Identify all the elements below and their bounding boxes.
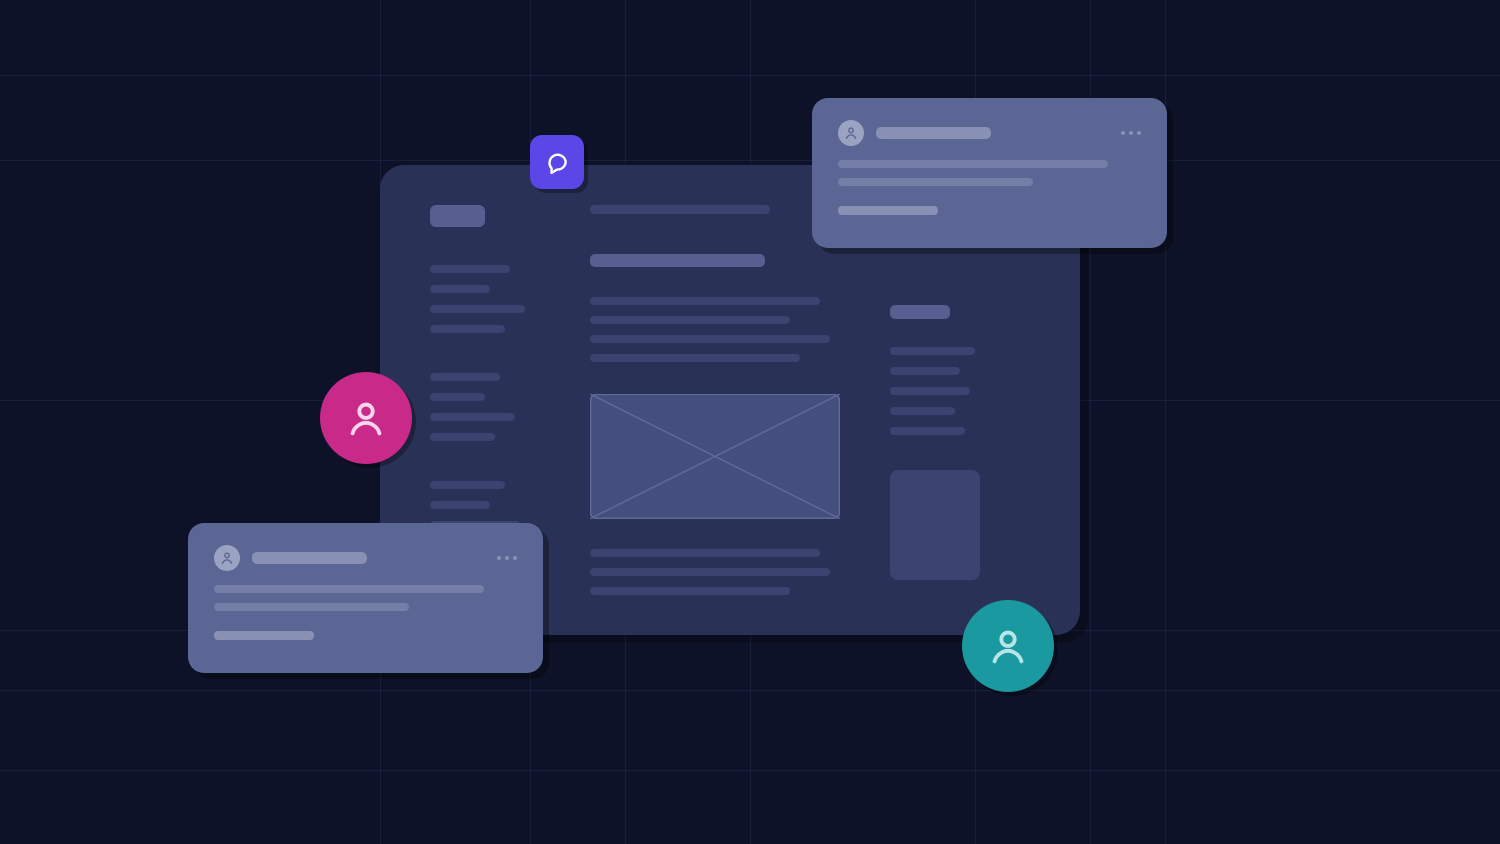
text-line [590, 568, 830, 576]
comment-line [838, 178, 1033, 186]
comment-line [838, 160, 1108, 168]
sidebar-group [430, 265, 540, 333]
comment-avatar [214, 545, 240, 571]
comment-footer-bar [214, 631, 314, 640]
text-line [590, 354, 800, 362]
grid-line-horizontal [0, 690, 1500, 691]
comment-avatar [838, 120, 864, 146]
breadcrumb-bar [590, 205, 770, 214]
sidebar-item[interactable] [430, 305, 525, 313]
right-column [890, 205, 980, 595]
sidebar-item[interactable] [430, 433, 495, 441]
comment-card-bottom[interactable] [188, 523, 543, 673]
sidebar-header [430, 205, 485, 227]
comment-header [214, 545, 517, 571]
sidebar-item[interactable] [430, 393, 485, 401]
comment-body [214, 585, 517, 611]
image-placeholder [590, 394, 840, 519]
dot [513, 556, 517, 560]
user-icon [218, 549, 236, 567]
avatar-teal[interactable] [962, 600, 1054, 692]
page-title [590, 254, 765, 267]
sidebar-item[interactable] [430, 265, 510, 273]
dot [1129, 131, 1133, 135]
chat-badge[interactable] [530, 135, 584, 189]
right-widget-box [890, 470, 980, 580]
sidebar-item[interactable] [430, 325, 505, 333]
sidebar-item[interactable] [430, 481, 505, 489]
comment-line [214, 585, 484, 593]
text-line [590, 316, 790, 324]
comment-author-bar [252, 552, 367, 564]
chat-icon [544, 149, 570, 175]
comment-header [838, 120, 1141, 146]
right-list-item[interactable] [890, 367, 960, 375]
sidebar-item[interactable] [430, 501, 490, 509]
user-icon [343, 395, 389, 441]
grid-line-horizontal [0, 770, 1500, 771]
grid-line-horizontal [0, 75, 1500, 76]
text-line [590, 335, 830, 343]
right-list [890, 347, 980, 435]
paragraph [590, 549, 840, 595]
text-line [590, 549, 820, 557]
dot [505, 556, 509, 560]
comment-menu-button[interactable] [1121, 131, 1141, 135]
user-icon [842, 124, 860, 142]
paragraph [590, 297, 840, 362]
right-header [890, 305, 950, 319]
text-line [590, 297, 820, 305]
comment-footer-bar [838, 206, 938, 215]
comment-card-top[interactable] [812, 98, 1167, 248]
right-list-item[interactable] [890, 387, 970, 395]
main-content [590, 205, 840, 595]
avatar-pink[interactable] [320, 372, 412, 464]
grid-line-horizontal [0, 160, 1500, 161]
right-list-item[interactable] [890, 347, 975, 355]
sidebar-group [430, 373, 540, 441]
comment-line [214, 603, 409, 611]
user-icon [985, 623, 1031, 669]
comment-menu-button[interactable] [497, 556, 517, 560]
right-list-item[interactable] [890, 427, 965, 435]
sidebar-item[interactable] [430, 285, 490, 293]
dot [1137, 131, 1141, 135]
comment-author-bar [876, 127, 991, 139]
dot [497, 556, 501, 560]
sidebar-item[interactable] [430, 373, 500, 381]
text-line [590, 587, 790, 595]
sidebar-item[interactable] [430, 413, 515, 421]
dot [1121, 131, 1125, 135]
comment-body [838, 160, 1141, 186]
right-list-item[interactable] [890, 407, 955, 415]
